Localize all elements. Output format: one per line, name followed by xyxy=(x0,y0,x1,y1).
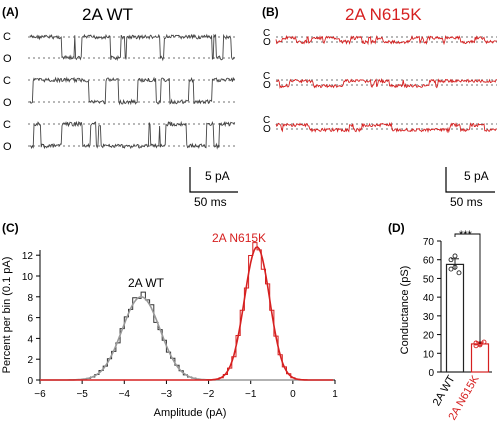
panel-b-trace-1 xyxy=(275,34,498,46)
panel-c-x-tick-label: −6 xyxy=(34,389,46,400)
panel-c-x-label: Amplitude (pA) xyxy=(154,407,227,419)
panel-c-y-tick-label: 0 xyxy=(27,376,33,387)
panel-a-title: 2A WT xyxy=(82,5,133,24)
panel-a-scale-time: 50 ms xyxy=(194,195,227,209)
panel-a-trace-3 xyxy=(30,120,236,150)
panel-d-y-tick-label: 10 xyxy=(423,349,435,360)
panel-b-open-label-2: O xyxy=(263,80,271,91)
panel-c-x-tick-label: −2 xyxy=(203,389,215,400)
panel-d-significance-bracket xyxy=(454,233,481,344)
panel-b-scale-bar: 5 pA 50 ms xyxy=(445,167,495,209)
panel-b-trace-3 xyxy=(275,121,497,134)
panel-b-closed-label-2: C xyxy=(263,71,270,82)
panel-a-scale-current: 5 pA xyxy=(205,169,230,183)
panel-c-y-tick-label: 8 xyxy=(27,293,33,304)
panel-d-data-point xyxy=(456,270,462,276)
panel-b-traces: C O C O C O xyxy=(263,28,498,135)
panel-d-data-point xyxy=(448,266,454,272)
panel-c-y-label: Percent per bin (0.1 pA) xyxy=(1,257,13,374)
panel-c-y-tick-label: 10 xyxy=(22,272,34,283)
panel-a-closed-label-3: C xyxy=(3,119,11,131)
panel-a-trace-2 xyxy=(29,76,236,106)
panel-b-letter: (B) xyxy=(262,5,279,19)
panel-d-letter: (D) xyxy=(388,221,405,235)
panel-b-scale-current: 5 pA xyxy=(464,169,489,183)
panel-d-y-tick-label: 70 xyxy=(423,237,435,248)
panel-d-data-point xyxy=(452,253,458,259)
panel-a-closed-label-2: C xyxy=(3,75,11,87)
panel-a-open-label-3: O xyxy=(3,141,12,153)
panel-d-y-tick-label: 50 xyxy=(423,274,435,285)
panel-b-trace-2 xyxy=(275,77,497,89)
panel-d-data-point xyxy=(481,339,487,345)
panel-c-y-tick-label: 6 xyxy=(27,314,33,325)
panel-a-trace-1 xyxy=(29,33,236,62)
panel-d-y-tick-label: 60 xyxy=(423,256,435,267)
panel-c-mut-label: 2A N615K xyxy=(212,231,266,245)
panel-c-histogram-mut xyxy=(206,242,308,381)
panel-d-y-tick-label: 0 xyxy=(428,368,434,379)
panel-c-x-tick-label: −5 xyxy=(76,389,88,400)
panel-c-x-tick-label: 0 xyxy=(290,389,296,400)
panel-d-y-tick-label: 40 xyxy=(423,293,435,304)
panel-c-x-tick-label: −4 xyxy=(119,389,131,400)
panel-b-open-label-1: O xyxy=(263,37,271,48)
panel-d-y-tick-label: 30 xyxy=(423,312,435,323)
panel-c-y-tick-label: 2 xyxy=(27,355,33,366)
panel-d-y-tick-label: 20 xyxy=(423,331,435,342)
panel-c-y-tick-label: 4 xyxy=(27,334,33,345)
panel-c-fit-wt xyxy=(40,295,334,381)
panel-d-bar-mut xyxy=(470,343,490,373)
panel-c-letter: (C) xyxy=(2,221,19,235)
panel-b-scale-time: 50 ms xyxy=(450,195,483,209)
panel-c-fit-mut xyxy=(40,246,334,381)
panel-d-data-point xyxy=(452,264,458,270)
panel-c-x-tick-label: 1 xyxy=(332,389,338,400)
panel-b-title: 2A N615K xyxy=(345,5,422,24)
panel-c-histogram-wt xyxy=(65,291,222,381)
panel-a-open-label-1: O xyxy=(3,53,12,65)
panel-b-closed-label-3: C xyxy=(263,115,270,126)
panel-b-open-label-3: O xyxy=(263,124,271,135)
panel-d-significance: *** xyxy=(459,229,473,241)
panel-c-x-tick-label: −3 xyxy=(161,389,173,400)
panel-c-wt-label: 2A WT xyxy=(128,276,165,290)
panel-c-y-tick-label: 12 xyxy=(22,251,34,262)
panel-a-closed-label-1: C xyxy=(3,31,11,43)
panel-d-y-label: Conductance (pS) xyxy=(399,266,411,355)
panel-a-letter: (A) xyxy=(2,5,19,19)
panel-a-scale-bar: 5 pA 50 ms xyxy=(189,167,238,209)
panel-d-bar-wt xyxy=(445,263,465,373)
panel-b-closed-label-1: C xyxy=(263,28,270,39)
panel-d-data-point xyxy=(473,340,479,346)
panel-a-traces: C O C O C O xyxy=(3,31,236,153)
panel-a-open-label-2: O xyxy=(3,97,12,109)
panel-d-data-point xyxy=(448,257,454,263)
panel-c-x-tick-label: −1 xyxy=(245,389,257,400)
